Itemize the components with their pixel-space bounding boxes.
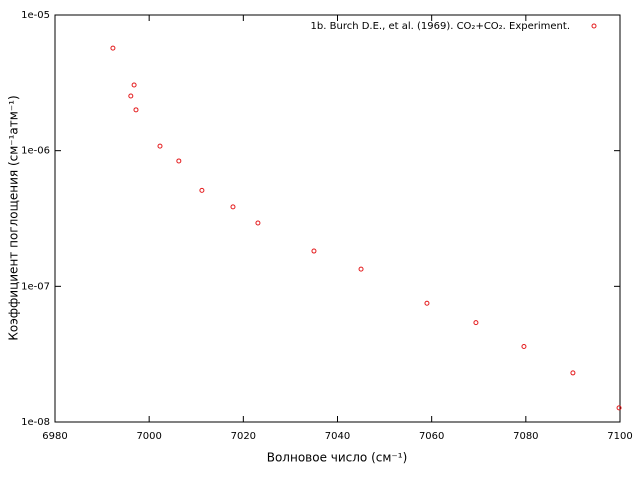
y-axis-label: Коэффициент поглощения (см⁻¹атм⁻¹) xyxy=(7,95,21,340)
x-tick-label: 7000 xyxy=(136,431,161,442)
data-point xyxy=(128,93,134,99)
data-point xyxy=(570,370,576,376)
legend-marker xyxy=(591,23,597,29)
data-point xyxy=(358,266,364,272)
y-tick-label: 1e-06 xyxy=(21,146,50,157)
data-point xyxy=(176,158,182,164)
data-point xyxy=(230,204,236,210)
x-axis-label: Волновое число (см⁻¹) xyxy=(267,451,408,465)
data-point xyxy=(424,300,430,306)
legend-label: 1b. Burch D.E., et al. (1969). CO₂+CO₂. … xyxy=(311,21,570,32)
data-point xyxy=(157,143,163,149)
data-point xyxy=(473,320,479,326)
data-point xyxy=(199,187,205,193)
y-tick-label: 1e-07 xyxy=(21,281,50,292)
x-tick-label: 7020 xyxy=(231,431,256,442)
data-point xyxy=(255,220,261,226)
plot-frame xyxy=(54,14,621,423)
x-tick-label: 7100 xyxy=(607,431,632,442)
y-tick-label: 1e-05 xyxy=(21,10,50,21)
data-point xyxy=(110,45,116,51)
x-tick-label: 6980 xyxy=(42,431,67,442)
data-point xyxy=(616,405,622,411)
x-tick-label: 7080 xyxy=(513,431,538,442)
x-tick-label: 7060 xyxy=(419,431,444,442)
data-point xyxy=(521,344,527,350)
data-point xyxy=(131,82,137,88)
data-point xyxy=(311,248,317,254)
data-point xyxy=(133,107,139,113)
x-tick-label: 7040 xyxy=(325,431,350,442)
y-tick-label: 1e-08 xyxy=(21,417,50,428)
